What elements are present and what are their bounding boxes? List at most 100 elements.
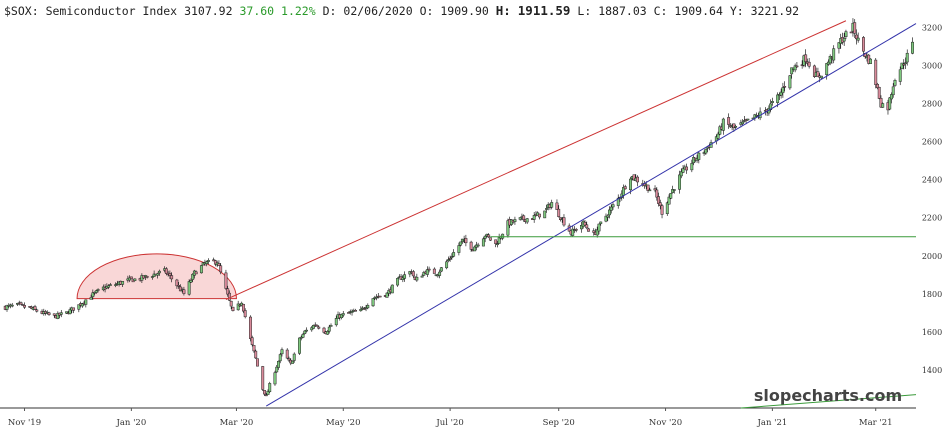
candle-up	[277, 360, 280, 368]
candle-down	[902, 63, 906, 66]
candle-down	[658, 202, 662, 207]
y-tick-label: 2000	[922, 252, 942, 261]
candle-up	[893, 80, 897, 86]
candle-up	[5, 305, 9, 310]
candle-up	[608, 209, 611, 216]
candle-down	[19, 302, 23, 305]
candle-up	[793, 65, 797, 71]
candle-up	[571, 228, 575, 236]
candle-up	[273, 372, 277, 385]
candle-down	[879, 98, 883, 108]
y-tick-label: 3000	[922, 61, 942, 70]
candle-down	[555, 202, 559, 210]
candle-down	[129, 276, 133, 280]
candle-up	[790, 67, 794, 75]
candle-up	[697, 152, 701, 160]
candle-down	[685, 166, 689, 171]
candle-up	[832, 48, 836, 61]
candle-down	[224, 272, 228, 289]
header-last: 3107.92	[184, 4, 233, 18]
candle-down	[562, 217, 566, 226]
candle-up	[597, 223, 601, 232]
candle-up	[107, 285, 111, 288]
candle-up	[679, 171, 683, 177]
candle-down	[623, 186, 627, 190]
candle-down	[657, 196, 660, 204]
candle-up	[776, 94, 780, 103]
candle-up	[84, 299, 88, 305]
candle-down	[411, 271, 415, 277]
candle-down	[249, 316, 252, 339]
candle-up	[891, 86, 895, 96]
candle-up	[459, 241, 463, 246]
y-tick-label: 2200	[922, 214, 942, 223]
candle-up	[905, 52, 909, 63]
candle-up	[310, 327, 314, 331]
candle-down	[574, 229, 578, 231]
watermark: slopecharts.com	[754, 386, 902, 405]
candle-down	[646, 184, 650, 192]
x-tick-label: Nov '20	[649, 418, 682, 428]
candle-down	[194, 271, 198, 275]
candle-up	[268, 383, 272, 393]
candle-down	[636, 176, 639, 183]
candle-down	[47, 312, 51, 315]
candle-up	[888, 97, 892, 110]
chart-header: $SOX: Semiconductor Index 3107.92 37.60 …	[4, 3, 799, 18]
candle-up	[483, 235, 487, 239]
header-name: Semiconductor Index	[45, 4, 178, 18]
candle-down	[261, 366, 265, 390]
candle-down	[427, 268, 431, 271]
header-high-label: H:	[495, 3, 511, 18]
candle-down	[264, 394, 268, 397]
candle-down	[464, 238, 468, 244]
candle-up	[609, 206, 613, 211]
candle-down	[322, 327, 326, 333]
candle-up	[334, 318, 338, 326]
candle-up	[825, 63, 829, 75]
candle-down	[252, 345, 256, 352]
candle-down	[783, 86, 787, 88]
candle-up	[476, 244, 480, 247]
candle-down	[243, 310, 247, 318]
candle-down	[263, 390, 266, 395]
header-open: 1909.90	[440, 4, 489, 18]
candle-down	[522, 215, 526, 220]
candle-up	[718, 126, 722, 135]
candle-down	[862, 37, 865, 52]
candle-up	[844, 31, 848, 37]
candle-down	[164, 268, 168, 274]
candle-down	[494, 239, 498, 244]
candle-up	[769, 103, 773, 111]
candle-down	[362, 308, 366, 310]
candle-up	[133, 278, 137, 281]
candle-up	[665, 202, 669, 214]
candle-up	[890, 94, 893, 100]
x-tick-label: Sep '20	[543, 418, 575, 428]
candle-up	[532, 215, 536, 220]
candle-up	[518, 217, 522, 220]
candle-up	[716, 133, 720, 139]
candle-down	[168, 273, 172, 276]
candle-up	[299, 336, 303, 339]
candle-up	[781, 87, 785, 94]
candle-up	[681, 168, 685, 173]
x-tick-label: Mar '20	[220, 418, 254, 428]
candle-down	[557, 208, 561, 217]
candle-up	[298, 337, 301, 354]
candle-up	[278, 354, 282, 362]
candle-down	[231, 306, 235, 311]
candle-up	[191, 274, 195, 280]
x-tick-label: May '20	[326, 418, 360, 428]
candle-up	[881, 103, 885, 108]
candle-up	[616, 197, 620, 206]
candle-down	[653, 188, 657, 191]
candle-down	[229, 300, 233, 307]
candle-up	[690, 163, 694, 171]
candle-down	[660, 205, 664, 215]
candle-up	[706, 146, 710, 149]
candle-up	[371, 298, 375, 307]
candle-up	[77, 304, 81, 310]
candle-up	[341, 313, 345, 316]
candle-up	[157, 270, 161, 274]
